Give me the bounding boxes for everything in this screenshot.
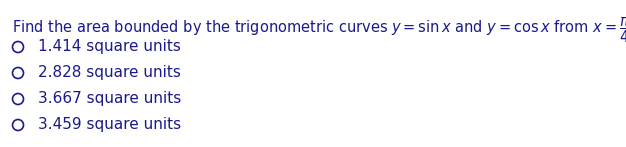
- Text: 1.414 square units: 1.414 square units: [38, 40, 181, 55]
- Text: 2.828 square units: 2.828 square units: [38, 66, 181, 81]
- Text: 3.667 square units: 3.667 square units: [38, 91, 182, 106]
- Text: 3.459 square units: 3.459 square units: [38, 117, 181, 132]
- Text: Find the area bounded by the trigonometric curves $y=\sin x$ and $y=\cos x$ from: Find the area bounded by the trigonometr…: [12, 12, 626, 45]
